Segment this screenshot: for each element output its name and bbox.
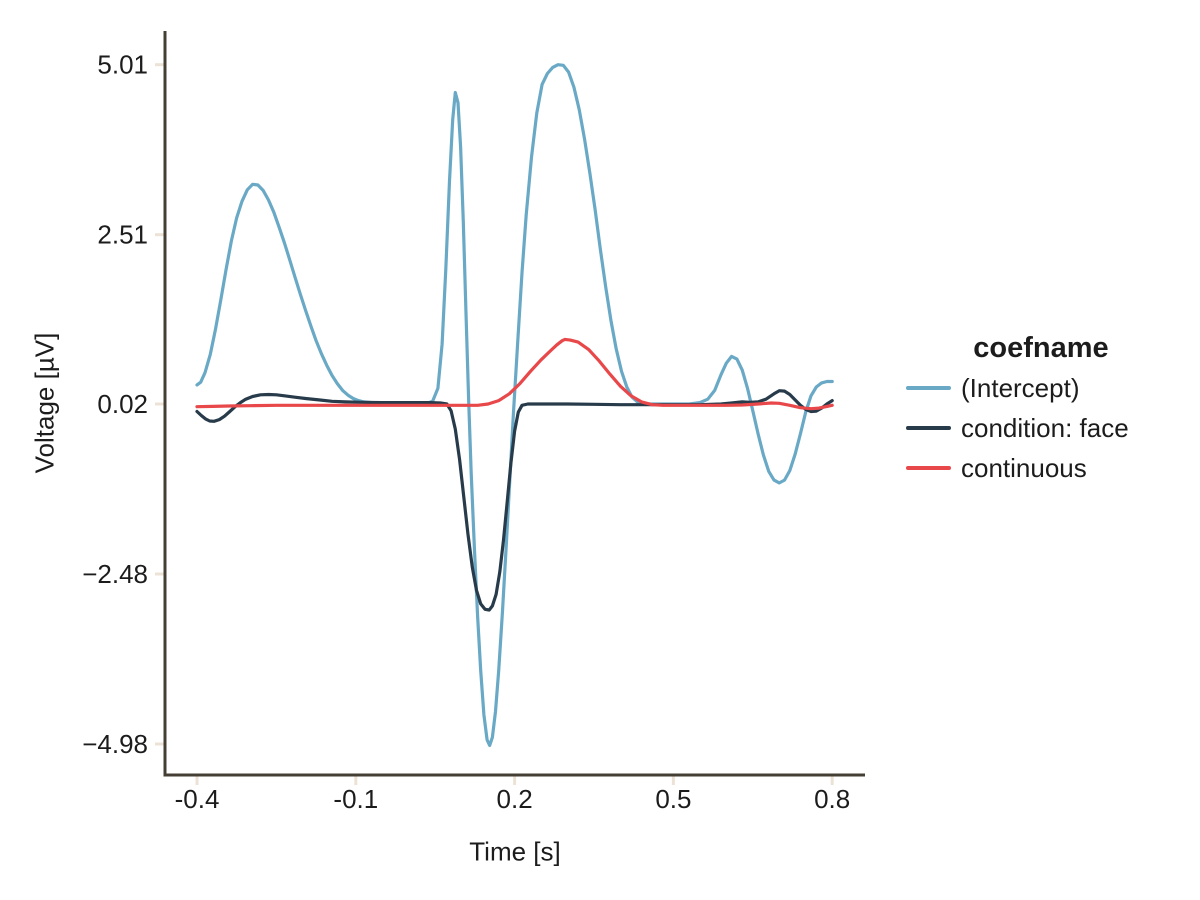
legend-item-intercept: (Intercept)	[906, 368, 1176, 408]
condition-face-line-swatch-icon	[906, 426, 951, 430]
intercept-line-swatch-icon	[906, 386, 951, 390]
x-tick-label: -0.1	[333, 784, 378, 814]
legend-item-continuous: continuous	[906, 448, 1176, 488]
series-line--intercept-	[195, 63, 834, 748]
y-tick-label: −4.98	[82, 729, 148, 759]
y-tick-label: 5.01	[97, 50, 148, 80]
series-line-continuous	[195, 337, 834, 411]
y-tick-label: 2.51	[97, 220, 148, 250]
legend-title: coefname	[973, 332, 1109, 364]
continuous-line-swatch-icon	[906, 466, 951, 470]
x-axis-title: Time [s]	[469, 836, 561, 867]
y-axis-title: Voltage [µV]	[29, 332, 60, 474]
x-tick-label: 0.2	[497, 784, 533, 814]
legend: coefname (Intercept) condition: face con…	[906, 328, 1176, 488]
x-tick-label: 0.8	[814, 784, 850, 814]
y-tick-label: −2.48	[82, 559, 148, 589]
series-line-condition-face	[195, 389, 834, 612]
x-tick-label: 0.5	[655, 784, 691, 814]
legend-item-condition-face: condition: face	[906, 408, 1176, 448]
y-tick-label: 0.02	[97, 389, 148, 419]
legend-item-label: continuous	[961, 452, 1087, 483]
legend-item-label: condition: face	[961, 412, 1129, 443]
legend-item-label: (Intercept)	[961, 372, 1080, 403]
x-tick-label: -0.4	[175, 784, 220, 814]
